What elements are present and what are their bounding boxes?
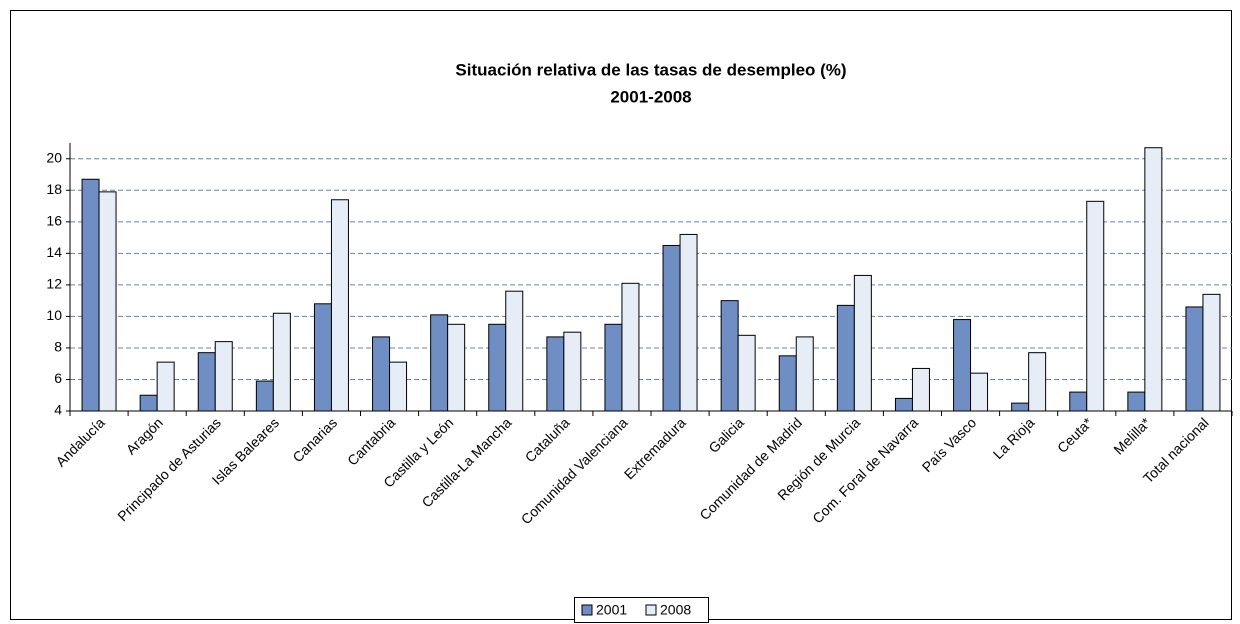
- bar: [1185, 306, 1204, 412]
- bar: [1144, 147, 1163, 412]
- y-tick-label: 6: [54, 370, 62, 386]
- legend-label: 2008: [660, 602, 691, 618]
- bar: [737, 334, 756, 412]
- bar: [505, 290, 524, 412]
- y-tick-label: 16: [46, 213, 62, 229]
- bar: [139, 394, 158, 412]
- bar: [1086, 200, 1105, 412]
- bar: [488, 323, 507, 412]
- bar: [255, 380, 274, 412]
- bar: [1127, 391, 1146, 412]
- bar: [795, 336, 814, 412]
- bar: [372, 336, 391, 412]
- bar: [563, 331, 582, 412]
- bar: [546, 336, 565, 412]
- bar: [330, 199, 349, 412]
- bar: [1011, 402, 1030, 412]
- legend-label: 2001: [596, 602, 627, 618]
- y-tick-label: 12: [46, 276, 62, 292]
- y-tick-label: 4: [54, 402, 62, 418]
- bar: [313, 303, 332, 412]
- bar: [197, 352, 216, 412]
- bar: [778, 355, 797, 412]
- y-tick-label: 10: [46, 307, 62, 323]
- chart-title: Situación relativa de las tasas de desem…: [455, 60, 846, 79]
- bar: [98, 191, 117, 412]
- bar: [970, 372, 989, 412]
- bar: [836, 304, 855, 412]
- bar: [1028, 352, 1047, 412]
- y-tick-label: 14: [46, 244, 62, 260]
- bar: [662, 244, 681, 412]
- bar: [272, 312, 291, 412]
- legend-swatch: [581, 604, 593, 616]
- bar: [894, 397, 913, 412]
- y-tick-label: 18: [46, 181, 62, 197]
- bar: [953, 319, 972, 412]
- legend-box: [574, 597, 709, 623]
- chart-frame: [10, 10, 1232, 620]
- bar: [911, 367, 930, 412]
- bar: [621, 282, 640, 412]
- bar: [679, 233, 698, 412]
- chart-subtitle: 2001-2008: [610, 87, 691, 106]
- legend-swatch: [645, 604, 657, 616]
- y-tick-label: 20: [46, 149, 62, 165]
- bar: [1202, 293, 1221, 412]
- y-tick-label: 8: [54, 339, 62, 355]
- bar: [389, 361, 408, 412]
- bar: [1069, 391, 1088, 412]
- bar: [447, 323, 466, 412]
- bar: [720, 300, 739, 412]
- bar: [853, 274, 872, 412]
- bar: [604, 323, 623, 412]
- bar: [214, 341, 233, 412]
- bar: [430, 314, 449, 412]
- bar: [81, 178, 100, 412]
- bar: [156, 361, 175, 412]
